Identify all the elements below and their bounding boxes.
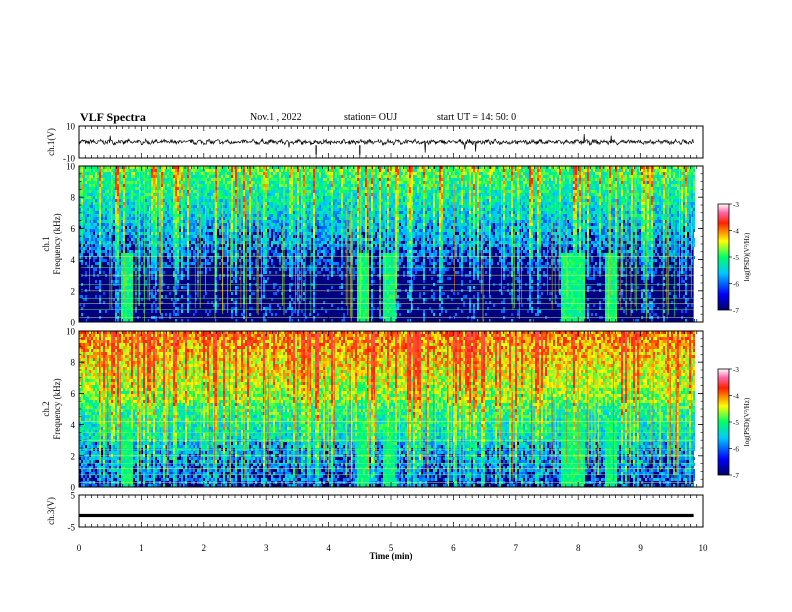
ch2-spectrogram-y-tick-label: 4 [71, 420, 76, 430]
x-axis-label: Time (min) [369, 551, 412, 561]
ch2-spectrogram-ylabel-channel: ch.2 [41, 401, 51, 416]
ch2-spectrogram-y-tick-label: 6 [71, 389, 76, 399]
ch1-waveform-ylabel: ch.1(V) [46, 128, 56, 156]
x-tick-label: 6 [451, 543, 456, 553]
ch2-spectrogram-image [79, 331, 695, 487]
colorbar-tick-label: -5 [733, 419, 739, 427]
ch2-spectrogram-ylabel-frequency: Frequency (kHz) [52, 378, 62, 439]
ch2-spectrogram-colorbar-label: log(PSD)(V²/Hz) [743, 397, 751, 446]
vlf-figure: 10-10ch.1(V)0246810ch.1 Frequency (kHz)-3… [0, 0, 792, 612]
ch2-spectrogram-y-tick-label: 10 [66, 327, 76, 337]
ch1-spectrogram-y-tick-label: 10 [66, 162, 76, 172]
ch1-waveform-line [79, 134, 693, 153]
colorbar-tick-label: -6 [733, 446, 739, 454]
ch1-spectrogram-y-tick-label: 8 [71, 193, 76, 203]
x-tick-label: 4 [326, 543, 331, 553]
ch1-waveform-y-tick-label: 10 [66, 122, 76, 132]
ch3-waveform-y-tick-label: -5 [68, 523, 76, 533]
x-tick-label: 8 [576, 543, 581, 553]
colorbar-tick-label: -5 [733, 254, 739, 262]
ch1-spectrogram-y-tick-label: 4 [71, 255, 76, 265]
colorbar-tick-label: -3 [733, 201, 739, 209]
x-tick-label: 0 [77, 543, 82, 553]
ch1-spectrogram-colorbar-label: log(PSD)(V²/Hz) [743, 232, 751, 281]
ch1-spectrogram-ylabel-frequency: Frequency (kHz) [52, 213, 62, 274]
x-tick-label: 2 [202, 543, 207, 553]
colorbar-tick-label: -6 [733, 281, 739, 289]
x-tick-label: 1 [139, 543, 144, 553]
colorbar-tick-label: -4 [733, 228, 739, 236]
ch1-spectrogram-y-tick-label: 2 [71, 286, 76, 296]
x-tick-label: 7 [514, 543, 519, 553]
ch3-waveform-ylabel: ch.3(V) [46, 497, 56, 525]
colorbar-tick-label: -4 [733, 393, 739, 401]
x-tick-label: 9 [638, 543, 643, 553]
x-tick-label: 10 [699, 543, 709, 553]
ch1-spectrogram-y-tick-label: 6 [71, 224, 76, 234]
colorbar-tick-label: -7 [733, 472, 739, 480]
ch1-spectrogram-image [79, 166, 695, 322]
ch3-waveform-y-tick-label: 5 [71, 491, 76, 501]
ch2-spectrogram-y-tick-label: 8 [71, 358, 76, 368]
ch2-spectrogram-colorbar [718, 369, 729, 475]
ch2-spectrogram-y-tick-label: 2 [71, 451, 76, 461]
ch1-spectrogram-ylabel-channel: ch.1 [41, 236, 51, 251]
ch3-waveform-line [79, 514, 694, 517]
colorbar-tick-label: -3 [733, 366, 739, 374]
x-tick-label: 3 [264, 543, 269, 553]
colorbar-tick-label: -7 [733, 307, 739, 315]
ch1-spectrogram-colorbar [718, 204, 729, 310]
